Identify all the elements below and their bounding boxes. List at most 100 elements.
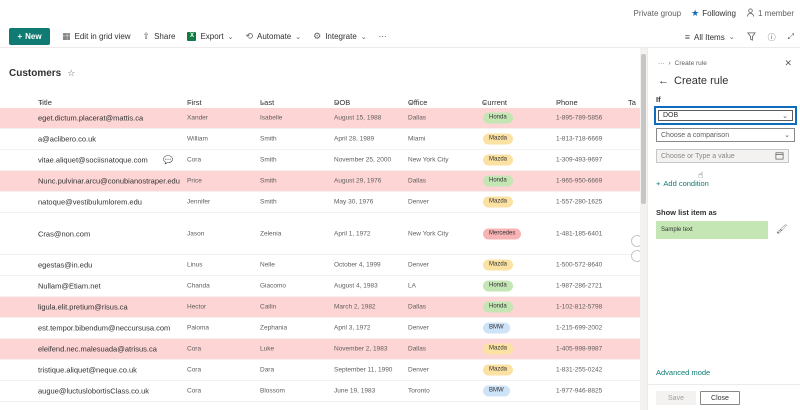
new-button[interactable]: + New — [9, 28, 50, 45]
title-cell[interactable]: Cras@non.com — [38, 229, 91, 238]
following-label: Following — [702, 8, 736, 18]
comparison-placeholder: Choose a comparison — [661, 131, 730, 139]
table-row[interactable]: Nullam@Etiam.net Chanda Giacomo August 4, 1… — [0, 276, 640, 297]
list-title: Customers ☆ — [9, 68, 75, 79]
view-controls: ≡ All Items ⌄ ⓘ ⤢ — [685, 26, 794, 48]
title-cell[interactable]: Nunc.pulvinar.arcu@conubianostraper.edu — [38, 176, 180, 186]
view-selector[interactable]: ≡ All Items ⌄ — [685, 32, 735, 42]
last-name-cell: Cailin — [260, 303, 277, 311]
automate-label: Automate — [257, 32, 292, 41]
title-cell[interactable]: Nullam@Etiam.net — [38, 281, 101, 291]
share-button[interactable]: ⇪ Share — [143, 31, 176, 42]
if-label: If — [656, 95, 661, 104]
dob-cell: August 29, 1976 — [334, 177, 382, 185]
edit-grid-button[interactable]: ▦ Edit in grid view — [62, 31, 131, 42]
close-button[interactable]: Close — [700, 391, 740, 405]
first-name-cell: Linus — [187, 261, 203, 269]
table-row[interactable]: ligula.elit.pretium@risus.ca Hector Cailin… — [0, 297, 640, 318]
automate-button[interactable]: ⟲ Automate ⌄ — [245, 31, 301, 42]
table-row[interactable]: egestas@in.edu Linus Nelle October 4, 1999 D… — [0, 255, 640, 276]
table-row[interactable]: natoque@vestibulumlorem.edu Jennifer Smith… — [0, 192, 640, 213]
show-as-label: Show list item as — [656, 208, 717, 217]
first-name-cell: Cora — [187, 387, 202, 395]
expand-icon[interactable]: ⤢ — [787, 32, 794, 41]
title-cell[interactable]: ligula.elit.pretium@risus.ca — [38, 302, 128, 312]
calendar-icon[interactable] — [775, 151, 784, 162]
last-name-cell: Smith — [260, 198, 277, 206]
field-dropdown[interactable]: DOB ⌄ — [658, 110, 793, 121]
breadcrumb-more[interactable]: ··· — [658, 60, 665, 67]
dob-cell: March 2, 1982 — [334, 303, 376, 311]
table-row[interactable]: tristique.aliquet@neque.co.uk Cora Dara Sep… — [0, 360, 640, 381]
filter-icon[interactable] — [746, 31, 756, 43]
advanced-mode-link[interactable]: Advanced mode — [656, 368, 711, 377]
brand-badge: Mazda — [483, 259, 514, 271]
last-name-cell: Smith — [260, 156, 277, 164]
automate-icon: ⟲ — [245, 31, 253, 41]
paintbrush-icon[interactable]: 🖌 — [776, 224, 788, 234]
office-cell: New York City — [408, 156, 449, 164]
table-row[interactable]: eleifend.nec.malesuada@atrisus.ca Cora Luk… — [0, 339, 640, 360]
title-cell[interactable]: eget.dictum.placerat@mattis.ca — [38, 113, 144, 123]
office-cell: Toronto — [408, 387, 430, 395]
title-cell[interactable]: eleifend.nec.malesuada@atrisus.ca — [38, 344, 157, 354]
mouse-pointer-icon: ☝ — [698, 170, 704, 180]
close-icon[interactable]: ✕ — [784, 58, 792, 68]
comment-icon[interactable]: 💬 — [163, 155, 173, 165]
office-cell: Dallas — [408, 303, 427, 311]
info-icon[interactable]: ⓘ — [767, 32, 776, 42]
title-cell[interactable]: vitae.aliquet@sociisnatoque.com — [38, 155, 148, 165]
title-cell[interactable]: est.tempor.bibendum@neccursusa.com — [38, 323, 171, 333]
last-name-cell: Isabelle — [260, 114, 283, 122]
scrollbar-thumb[interactable] — [641, 54, 646, 204]
view-lines-icon: ≡ — [684, 32, 691, 42]
title-cell[interactable]: a@aclibero.co.uk — [38, 134, 97, 144]
save-button[interactable]: Save — [656, 391, 696, 405]
panel-title-text: Create rule — [674, 75, 729, 87]
following-button[interactable]: ★ Following — [691, 8, 736, 19]
sample-preview: Sample text — [656, 221, 768, 239]
last-name-cell: Blossom — [260, 387, 285, 395]
dob-cell: April 28, 1989 — [334, 135, 375, 143]
add-condition-button[interactable]: + Add condition — [656, 179, 709, 188]
table-row[interactable]: augue@luctuslobortisClass.co.uk Cora Bloss… — [0, 381, 640, 402]
comparison-dropdown[interactable]: Choose a comparison ⌄ — [656, 128, 795, 142]
dob-cell: May 30, 1976 — [334, 198, 374, 206]
title-cell[interactable]: tristique.aliquet@neque.co.uk — [38, 365, 137, 375]
chevron-down-icon: ⌄ — [782, 112, 788, 120]
table-row[interactable]: Nunc.pulvinar.arcu@conubianostraper.edu P… — [0, 171, 640, 192]
field-value: DOB — [663, 112, 679, 119]
star-filled-icon: ★ — [691, 7, 700, 18]
table-row[interactable]: a@aclibero.co.uk William Smith April 28, 19… — [0, 129, 640, 150]
table-row[interactable]: Cras@non.com Jason Zelenia April 1, 1972 New… — [0, 213, 640, 255]
new-label: New — [25, 32, 42, 41]
table-row[interactable]: est.tempor.bibendum@neccursusa.com Paloma… — [0, 318, 640, 339]
phone-cell: 1-309-493-9697 — [556, 156, 603, 164]
star-outline-icon[interactable]: ☆ — [67, 68, 76, 78]
create-rule-panel: ··· › Create rule ✕ ← Create rule If DOB… — [647, 48, 800, 410]
group-type-label: Private group — [633, 8, 682, 18]
plus-icon: + — [656, 179, 661, 188]
title-cell[interactable]: natoque@vestibulumlorem.edu — [38, 197, 142, 207]
table-row[interactable]: vitae.aliquet@sociisnatoque.com 💬 Cora Smit… — [0, 150, 640, 171]
table-row[interactable]: eget.dictum.placerat@mattis.ca Xander Isab… — [0, 108, 640, 129]
brand-badge: Mercedes — [483, 228, 522, 239]
back-arrow-icon[interactable]: ← — [658, 75, 669, 87]
value-placeholder: Choose or Type a value — [661, 152, 735, 160]
first-name-cell: Cora — [187, 366, 202, 374]
title-cell[interactable]: augue@luctuslobortisClass.co.uk — [38, 386, 150, 396]
office-cell: Denver — [408, 324, 429, 332]
list-scrollbar[interactable] — [640, 48, 647, 410]
value-input[interactable]: Choose or Type a value — [656, 149, 789, 163]
first-name-cell: Cora — [187, 345, 202, 353]
title-cell[interactable]: egestas@in.edu — [38, 260, 93, 270]
panel-footer: Save Close — [648, 384, 800, 410]
phone-cell: 1-215-699-2002 — [556, 324, 603, 332]
list-view: Customers ☆ Title ⌄ First Name ⌄ Last Na… — [0, 48, 640, 410]
members-button[interactable]: 1 member — [746, 7, 794, 19]
more-commands-button[interactable]: ··· — [379, 32, 387, 41]
chevron-down-icon: ⌄ — [784, 132, 790, 139]
integrate-button[interactable]: ⚙ Integrate ⌄ — [313, 31, 367, 42]
integrate-label: Integrate — [325, 32, 357, 41]
export-button[interactable]: X Export ⌄ — [187, 32, 233, 41]
